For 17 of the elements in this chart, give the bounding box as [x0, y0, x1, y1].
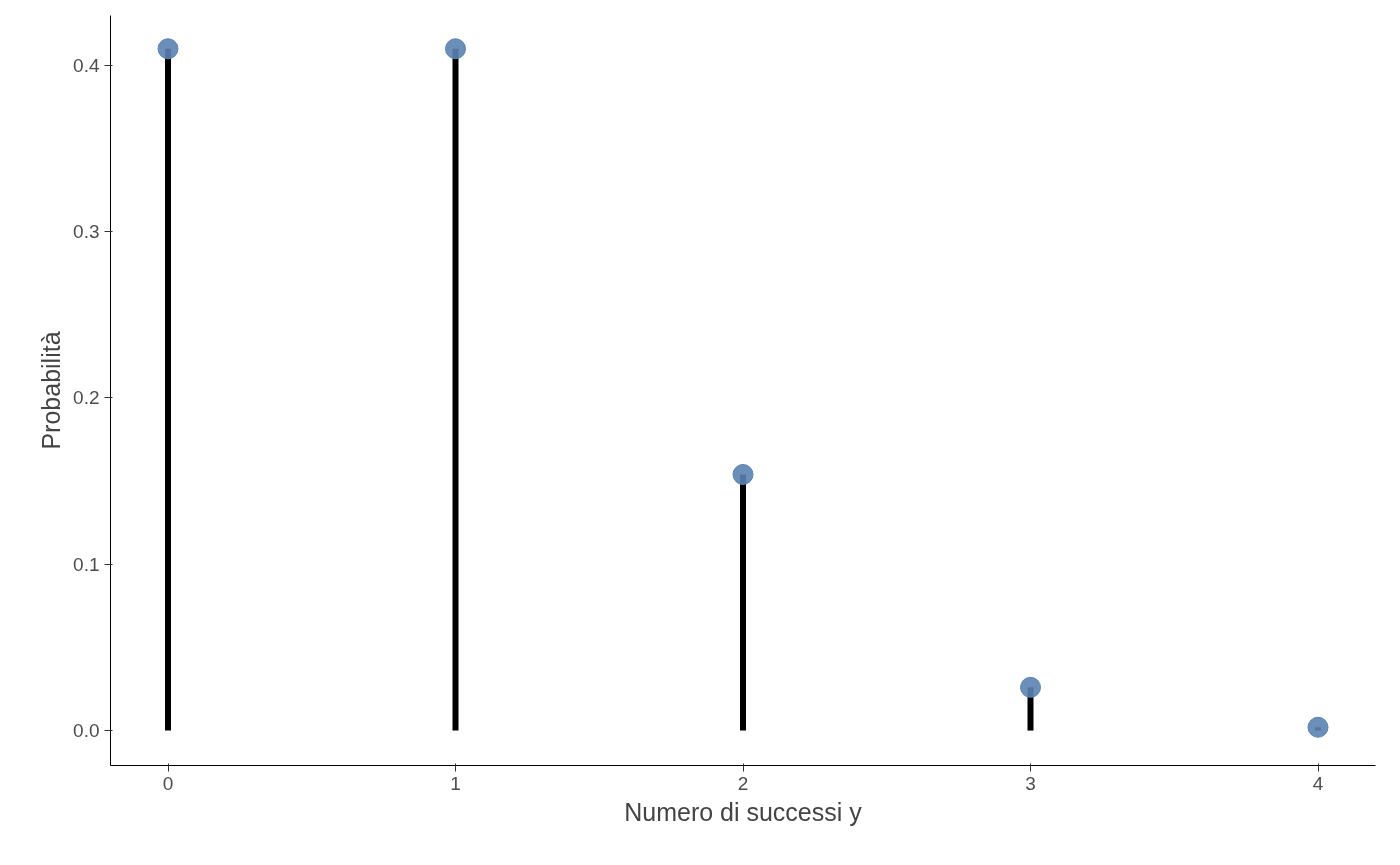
point: [1307, 716, 1329, 738]
point: [1020, 676, 1041, 698]
y-tick-label: 0.3: [73, 221, 100, 243]
x-tick-label: 0: [162, 772, 174, 794]
x-axis-title: Numero di successi y: [624, 797, 863, 826]
y-tick-label: 0.1: [73, 553, 100, 575]
y-tick-label: 0.2: [73, 387, 100, 409]
y-tick-label: 0.0: [73, 720, 100, 742]
point: [732, 464, 754, 485]
point: [157, 38, 179, 60]
x-tick-label: 4: [1312, 772, 1324, 794]
x-tick-label: 2: [737, 772, 749, 794]
x-tick-label: 1: [450, 772, 461, 794]
y-tick-label: 0.4: [73, 54, 100, 76]
point: [445, 38, 466, 60]
y-axis-title: Probabilità: [37, 331, 66, 450]
x-tick-label: 3: [1025, 772, 1036, 794]
